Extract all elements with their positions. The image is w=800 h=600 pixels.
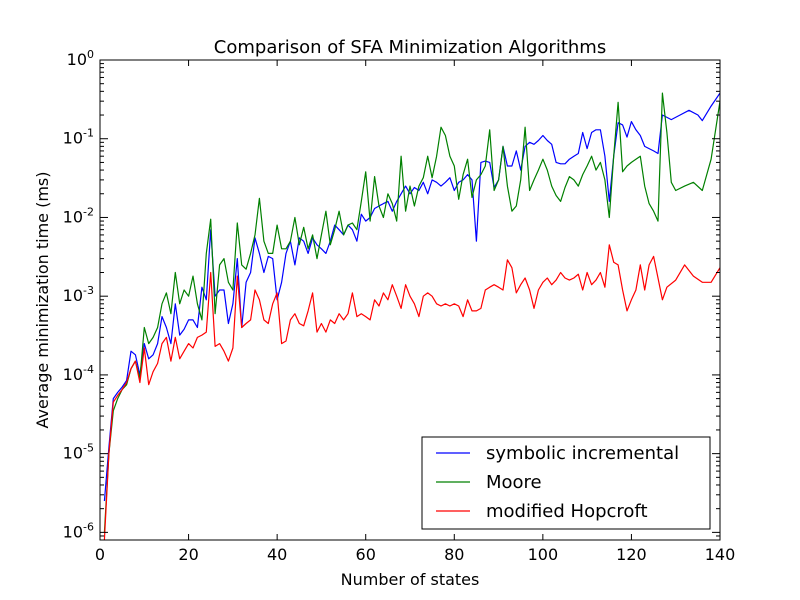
y-tick-label: 10-5 xyxy=(63,442,94,463)
series-line-moore xyxy=(103,92,720,533)
x-axis: 0 20 40 60 80 100 120 140 xyxy=(95,60,735,564)
x-tick-label: 60 xyxy=(356,545,376,564)
x-axis-label: Number of states xyxy=(341,570,480,589)
x-tick-label: 0 xyxy=(95,545,105,564)
y-axis-label: Average minimization time (ms) xyxy=(33,171,52,428)
x-tick-label: 80 xyxy=(444,545,464,564)
y-tick-label: 10-4 xyxy=(63,363,94,384)
x-tick-label: 40 xyxy=(267,545,287,564)
series-line-symbolic-incremental xyxy=(103,92,720,502)
legend-label-moore: Moore xyxy=(486,472,542,493)
x-tick-label: 140 xyxy=(705,545,736,564)
legend: symbolic incremental Moore modified Hopc… xyxy=(421,436,711,530)
y-tick-label: 10-1 xyxy=(63,127,94,148)
legend-label-modified-hopcroft: modified Hopcroft xyxy=(486,501,648,522)
y-axis: 10-6 10-5 10-4 10-3 10-2 10-1 100 xyxy=(63,48,720,541)
y-tick-label: 10-2 xyxy=(63,205,94,226)
y-tick-label: 100 xyxy=(67,48,94,69)
y-tick-label: 10-6 xyxy=(63,520,94,541)
legend-box xyxy=(421,436,711,530)
series-line-modified-hopcroft xyxy=(103,244,720,540)
y-tick-label: 10-3 xyxy=(63,284,94,305)
x-tick-label: 100 xyxy=(528,545,559,564)
chart-title: Comparison of SFA Minimization Algorithm… xyxy=(214,37,606,58)
legend-label-symbolic-incremental: symbolic incremental xyxy=(486,443,679,464)
x-tick-label: 20 xyxy=(178,545,198,564)
x-tick-label: 120 xyxy=(616,545,647,564)
plot-area xyxy=(103,92,720,540)
